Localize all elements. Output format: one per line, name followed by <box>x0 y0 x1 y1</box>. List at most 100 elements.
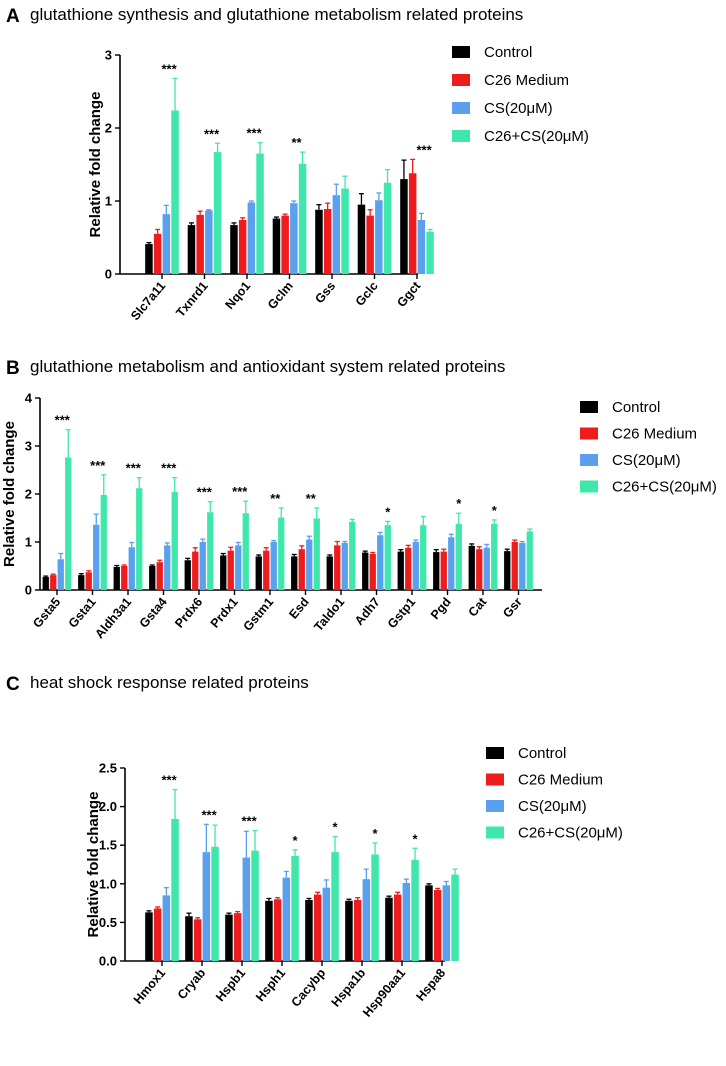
y-tick-label: 0 <box>105 267 112 282</box>
bar <box>468 545 475 590</box>
x-tick-label: Gstp1 <box>385 595 419 631</box>
bar <box>281 215 289 274</box>
bar <box>272 218 281 274</box>
y-axis-label: Relative fold change <box>87 92 104 238</box>
bar <box>230 225 238 274</box>
bar <box>433 552 440 590</box>
bar <box>145 912 153 961</box>
legend-swatch <box>486 826 504 839</box>
legend-swatch <box>486 773 504 786</box>
y-tick-label: 4 <box>25 391 33 406</box>
y-tick-label: 2 <box>25 487 32 502</box>
bar <box>425 885 433 961</box>
bar <box>242 513 249 590</box>
legend-swatch <box>486 747 504 759</box>
bar <box>235 545 242 590</box>
bar <box>185 916 193 961</box>
bar <box>121 566 128 590</box>
bar <box>345 900 353 961</box>
bar <box>263 550 270 590</box>
x-tick-label: Gsta1 <box>66 595 99 631</box>
legend-label: C26+CS(20μM) <box>518 825 623 842</box>
bar <box>377 535 384 590</box>
bar <box>412 542 419 590</box>
bar <box>211 846 219 961</box>
bar <box>238 219 247 274</box>
x-tick-label: Txnrd1 <box>173 279 211 320</box>
bar <box>411 859 419 961</box>
legend-label: C26+CS(20μM) <box>612 479 717 496</box>
bar <box>162 214 171 274</box>
bar <box>322 887 331 961</box>
bar <box>291 856 299 961</box>
bar <box>511 542 518 590</box>
y-tick-label: 1.5 <box>99 838 117 853</box>
bar <box>220 555 227 590</box>
x-tick-label: Hspa8 <box>413 966 448 1004</box>
legend-label: CS(20μM) <box>484 100 553 117</box>
legend-swatch <box>580 401 598 413</box>
significance-label: ** <box>306 491 317 506</box>
bar <box>504 551 511 590</box>
panel-title: glutathione synthesis and glutathione me… <box>30 5 523 24</box>
bar <box>65 457 72 590</box>
bar <box>448 537 455 590</box>
significance-label: *** <box>90 458 106 473</box>
significance-label: *** <box>161 61 177 76</box>
y-tick-label: 1 <box>105 194 112 209</box>
bar <box>385 897 393 961</box>
legend-label: CS(20μM) <box>518 798 587 815</box>
bar <box>384 525 391 590</box>
bar <box>483 547 490 590</box>
bar <box>225 914 233 961</box>
bar <box>227 550 234 590</box>
bar <box>383 182 392 274</box>
bar <box>334 545 341 590</box>
legend-swatch <box>452 46 470 58</box>
x-tick-label: Gsta5 <box>30 595 63 631</box>
bar <box>306 539 313 590</box>
y-tick-label: 0.0 <box>99 954 117 969</box>
legend-label: C26 Medium <box>612 426 697 443</box>
bar <box>113 566 120 590</box>
bar <box>207 512 214 590</box>
bar <box>405 547 412 590</box>
bar <box>233 913 242 961</box>
x-tick-label: Cryab <box>175 966 209 1002</box>
x-tick-label: Slc7a11 <box>128 279 168 323</box>
bar <box>247 202 256 274</box>
bar <box>57 559 64 590</box>
x-tick-label: Gclm <box>265 279 296 312</box>
bar <box>162 895 171 961</box>
legend-swatch <box>580 427 598 440</box>
x-tick-label: Gsta4 <box>137 595 170 631</box>
significance-label: *** <box>416 142 432 157</box>
significance-label: *** <box>161 773 177 788</box>
bar <box>164 545 171 590</box>
legend-label: C26 Medium <box>484 72 569 89</box>
bar <box>349 521 356 590</box>
significance-label: *** <box>204 126 220 141</box>
significance-label: ** <box>270 491 281 506</box>
x-tick-label: Hsph1 <box>253 966 288 1004</box>
significance-label: * <box>492 503 498 518</box>
significance-label: *** <box>55 413 71 428</box>
bar <box>526 531 533 590</box>
legend-label: Control <box>484 44 532 61</box>
bar <box>273 899 282 961</box>
y-tick-label: 1 <box>25 535 32 550</box>
bar <box>270 542 277 590</box>
bar <box>256 153 264 274</box>
significance-label: *** <box>241 814 257 829</box>
bar <box>42 577 49 590</box>
bar <box>171 492 178 590</box>
bar <box>397 551 404 590</box>
bar <box>519 542 526 590</box>
significance-label: * <box>413 831 419 846</box>
significance-label: * <box>333 820 339 835</box>
significance-label: *** <box>161 461 177 476</box>
bar <box>78 575 85 590</box>
